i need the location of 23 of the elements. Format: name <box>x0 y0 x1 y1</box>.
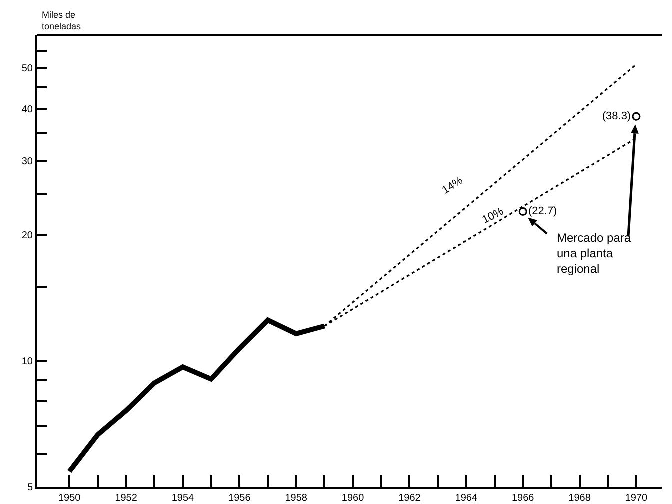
y-tick-label: 10 <box>22 356 34 368</box>
annotation: Mercado para una planta regional <box>557 231 632 276</box>
x-tick-label: 1962 <box>398 493 422 504</box>
y-tick-label: 40 <box>22 104 34 116</box>
y-tick-label: 20 <box>22 230 34 242</box>
data-label: (38.3) <box>602 110 632 122</box>
x-tick-label: 1964 <box>455 493 478 504</box>
y-axis-title: Miles de toneladas <box>42 10 82 32</box>
x-tick-label: 1958 <box>285 493 308 504</box>
x-tick-label: 1966 <box>512 493 535 504</box>
annotation: 14% <box>440 174 466 197</box>
x-tick-label: 1970 <box>625 493 648 504</box>
annotation: 10% <box>480 206 506 226</box>
x-tick-label: 1960 <box>342 493 365 504</box>
y-tick-label: 30 <box>22 156 34 168</box>
x-tick-label: 1968 <box>568 493 592 504</box>
y-tick-label: 50 <box>22 64 34 75</box>
x-tick-label: 1950 <box>58 493 82 504</box>
x-tick-label: 1956 <box>228 493 252 504</box>
data-label: (22.7) <box>528 206 558 218</box>
x-tick-label: 1954 <box>172 493 195 504</box>
x-tick-label: 1952 <box>115 493 138 504</box>
y-tick-label: 5 <box>27 482 34 494</box>
